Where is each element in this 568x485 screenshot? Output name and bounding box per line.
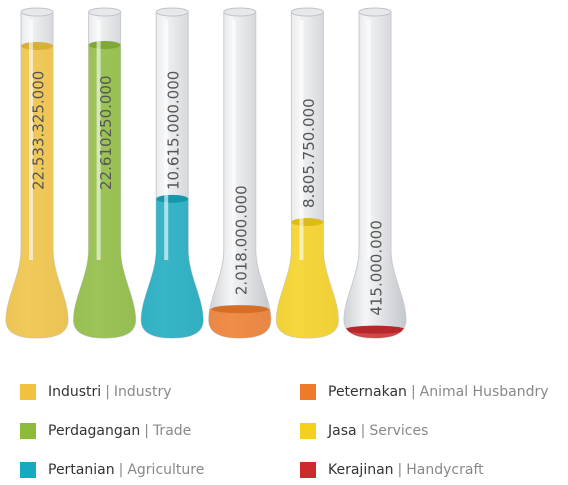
value-label: 415.000.000 (368, 220, 386, 315)
bar (208, 309, 271, 338)
flask-rim (358, 7, 392, 17)
flask-rim (155, 7, 189, 17)
legend-sep: | (105, 384, 110, 400)
value-label: 8.805.750.000 (300, 98, 318, 208)
flask-rim (20, 7, 54, 17)
liquid (141, 194, 204, 338)
flask (208, 11, 272, 339)
legend-sep: | (144, 423, 149, 439)
legend-label: Perdagangan | Trade (48, 423, 191, 439)
legend-name: Perdagangan (48, 423, 140, 439)
legend-name: Kerajinan (328, 462, 394, 478)
bar (141, 198, 204, 338)
legend-name: Pertanian (48, 462, 115, 478)
highlight (299, 20, 304, 260)
legend-label: Pertanian | Agriculture (48, 462, 204, 478)
flask-rim (88, 7, 122, 17)
legend-label: Industri | Industry (48, 384, 172, 400)
legend-translation: Animal Husbandry (420, 384, 549, 400)
liquid-top (88, 41, 121, 49)
legend-swatch (20, 384, 36, 400)
bar (344, 329, 406, 338)
legend-name: Jasa (327, 423, 357, 439)
highlight (164, 20, 169, 260)
value-label: 10.615.000.000 (165, 71, 183, 190)
legend-label: Peternakan | Animal Husbandry (328, 384, 549, 400)
legend-sep: | (361, 423, 366, 439)
highlight (96, 20, 101, 260)
legend-translation: Agriculture (127, 462, 204, 478)
value-label: 22.533.325.000 (30, 71, 48, 190)
liquid (276, 218, 339, 338)
liquid-top (291, 218, 324, 227)
liquid-top (21, 41, 53, 50)
legend-sep: | (119, 462, 124, 478)
highlight (367, 20, 371, 260)
legend-swatch (300, 462, 316, 478)
liquid (208, 305, 271, 338)
liquid-top (156, 194, 189, 203)
legend-name: Industri (48, 384, 101, 400)
legend-sep: | (411, 384, 416, 400)
highlight (29, 20, 33, 260)
flask-rim (290, 7, 324, 17)
value-label: 22.610250.000 (97, 75, 115, 190)
legend-swatch (20, 462, 36, 478)
legend-swatch (300, 423, 316, 439)
legend-swatch (300, 384, 316, 400)
legend-label: Jasa | Services (327, 423, 428, 439)
legend-translation: Handycraft (406, 462, 484, 478)
legend-label: Kerajinan | Handycraft (328, 462, 484, 478)
highlight (231, 20, 236, 260)
legend-name: Peternakan (328, 384, 407, 400)
legend-swatch (20, 423, 36, 439)
value-label: 2.018.000.000 (232, 185, 250, 295)
liquid (344, 325, 406, 338)
flask-rim (223, 7, 257, 17)
liquid-top (211, 305, 269, 314)
legend-translation: Trade (152, 423, 191, 439)
legend-translation: Services (369, 423, 428, 439)
flask (343, 11, 407, 339)
legend-sep: | (398, 462, 403, 478)
legend-translation: Industry (114, 384, 172, 400)
liquid-top (344, 325, 406, 334)
